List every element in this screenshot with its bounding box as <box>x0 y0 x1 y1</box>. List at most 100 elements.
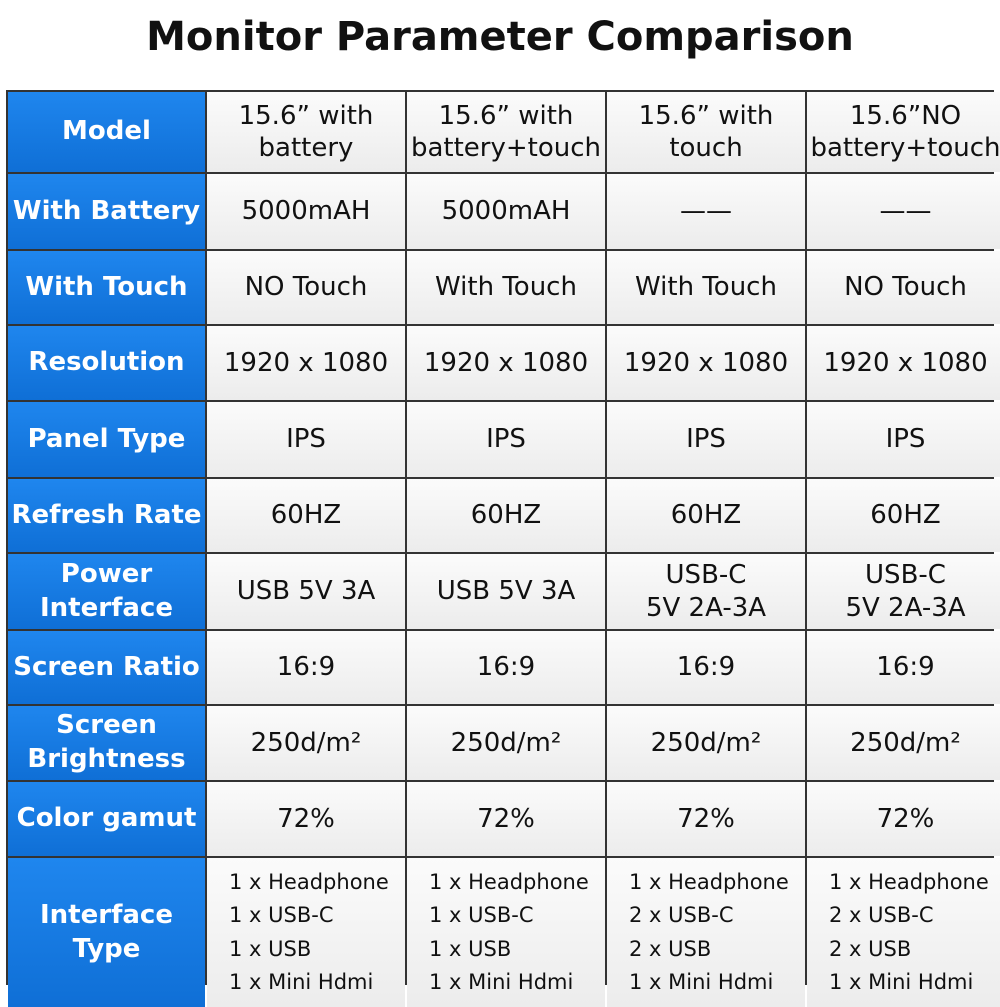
text-line: 5V 2A-3A <box>845 592 966 623</box>
text-line: 1 x Headphone <box>629 870 789 895</box>
table-cell: 16:9 <box>807 631 1000 704</box>
text-line: NO Touch <box>844 272 967 303</box>
text-line: 1 x Mini Hdmi <box>829 969 974 994</box>
text-line: 250d/m² <box>450 727 562 758</box>
text-line: 16:9 <box>876 652 935 683</box>
table-cell: 5000mAH <box>207 174 405 249</box>
text-line: 72% <box>677 803 735 834</box>
text-line: 1 x Headphone <box>829 870 989 895</box>
text-line: 60HZ <box>270 500 342 531</box>
table-cell: USB-C 5V 2A-3A <box>807 554 1000 629</box>
text-line: Interface <box>40 899 173 930</box>
table-cell: With Touch <box>407 251 605 324</box>
text-line: USB-C <box>665 560 747 590</box>
table-cell: 60HZ <box>207 479 405 552</box>
row-label: With Touch <box>8 251 205 324</box>
text-line: Screen <box>56 710 157 741</box>
text-line: Resolution <box>28 347 185 378</box>
table-cell: USB 5V 3A <box>407 554 605 629</box>
table-cell: 15.6” with battery <box>207 92 405 172</box>
text-line: —— <box>879 196 932 227</box>
text-line: Type <box>72 933 141 964</box>
comparison-table: Model 15.6” with battery 15.6” with battery+… <box>6 90 1000 1007</box>
table-cell: 250d/m² <box>607 706 805 780</box>
text-line: 5V 2A-3A <box>645 592 767 623</box>
text-line: 1 x USB <box>429 936 512 961</box>
text-line: 1 x Headphone <box>229 870 389 895</box>
table-cell: 16:9 <box>607 631 805 704</box>
table-cell: 60HZ <box>807 479 1000 552</box>
table-cell: 72% <box>807 782 1000 856</box>
table-cell: USB 5V 3A <box>207 554 405 629</box>
table-cell: 1 x Headphone 2 x USB-C 2 x USB 1 x Mini Hd… <box>807 858 1000 1007</box>
text-line: 1 x USB-C <box>429 903 534 928</box>
table-cell: 1920 x 1080 <box>407 326 605 400</box>
row-label: With Battery <box>8 174 205 249</box>
table-cell: 1 x Headphone 2 x USB-C 2 x USB 1 x Mini Hd… <box>607 858 805 1007</box>
text-line: With Touch <box>435 272 577 303</box>
text-line: Refresh Rate <box>11 499 202 530</box>
row-label: Interface Type <box>8 858 205 1007</box>
text-line: 1920 x 1080 <box>823 347 988 378</box>
text-line: Interface <box>40 592 173 623</box>
text-line: 250d/m² <box>850 727 961 758</box>
table-cell: 15.6” with battery+touch <box>407 92 605 172</box>
table-cell: —— <box>807 174 1000 249</box>
table-cell: 16:9 <box>407 631 605 704</box>
text-line: Brightness <box>27 744 186 774</box>
text-line: 1920 x 1080 <box>223 347 389 378</box>
text-line: touch <box>669 133 743 163</box>
text-line: With Touch <box>25 271 188 302</box>
table-cell: IPS <box>607 402 805 477</box>
text-line: USB 5V 3A <box>436 576 576 607</box>
row-label: Screen Ratio <box>8 631 205 704</box>
text-line: 15.6”NO <box>849 100 962 131</box>
table-cell: 1920 x 1080 <box>607 326 805 400</box>
text-line: 16:9 <box>476 652 536 683</box>
text-line: 2 x USB-C <box>829 903 934 928</box>
table-cell: 5000mAH <box>407 174 605 249</box>
text-line: Panel Type <box>27 423 186 454</box>
text-line: IPS <box>885 424 926 455</box>
row-label: Refresh Rate <box>8 479 205 552</box>
table-cell: 60HZ <box>407 479 605 552</box>
row-label: Model <box>8 92 205 172</box>
text-line: —— <box>680 196 732 227</box>
table-cell: 1920 x 1080 <box>207 326 405 400</box>
text-line: 250d/m² <box>650 727 762 758</box>
text-line: USB 5V 3A <box>236 576 376 607</box>
text-line: With Battery <box>12 195 201 226</box>
row-label: Color gamut <box>8 782 205 856</box>
text-line: battery <box>258 133 354 163</box>
text-line: 1 x USB-C <box>229 903 334 928</box>
table-cell: IPS <box>207 402 405 477</box>
table-cell: 72% <box>607 782 805 856</box>
text-line: 60HZ <box>870 500 941 531</box>
text-line: NO Touch <box>244 272 368 303</box>
text-line: 5000mAH <box>441 196 571 227</box>
row-label: Resolution <box>8 326 205 400</box>
text-line: 60HZ <box>670 500 742 531</box>
table-cell: NO Touch <box>207 251 405 324</box>
text-line: With Touch <box>635 272 777 303</box>
text-line: IPS <box>486 424 526 455</box>
text-line: 72% <box>876 803 935 834</box>
table-cell: 1920 x 1080 <box>807 326 1000 400</box>
table-cell: 15.6”NO battery+touch <box>807 92 1000 172</box>
text-line: 2 x USB <box>829 936 912 961</box>
text-line: Color gamut <box>16 803 197 834</box>
text-line: 2 x USB <box>629 936 712 961</box>
title: Monitor Parameter Comparison <box>146 14 854 60</box>
text-line: 1 x Headphone <box>429 870 589 895</box>
text-line: battery+touch <box>410 133 602 163</box>
row-label: Screen Brightness <box>8 706 205 780</box>
text-line: 5000mAH <box>241 196 371 227</box>
table-cell: IPS <box>407 402 605 477</box>
text-line: 2 x USB-C <box>629 903 734 928</box>
table-cell: 250d/m² <box>807 706 1000 780</box>
text-line: IPS <box>686 424 726 455</box>
table-cell: 15.6” with touch <box>607 92 805 172</box>
table-cell: USB-C 5V 2A-3A <box>607 554 805 629</box>
text-line: 1 x Mini Hdmi <box>229 969 374 994</box>
